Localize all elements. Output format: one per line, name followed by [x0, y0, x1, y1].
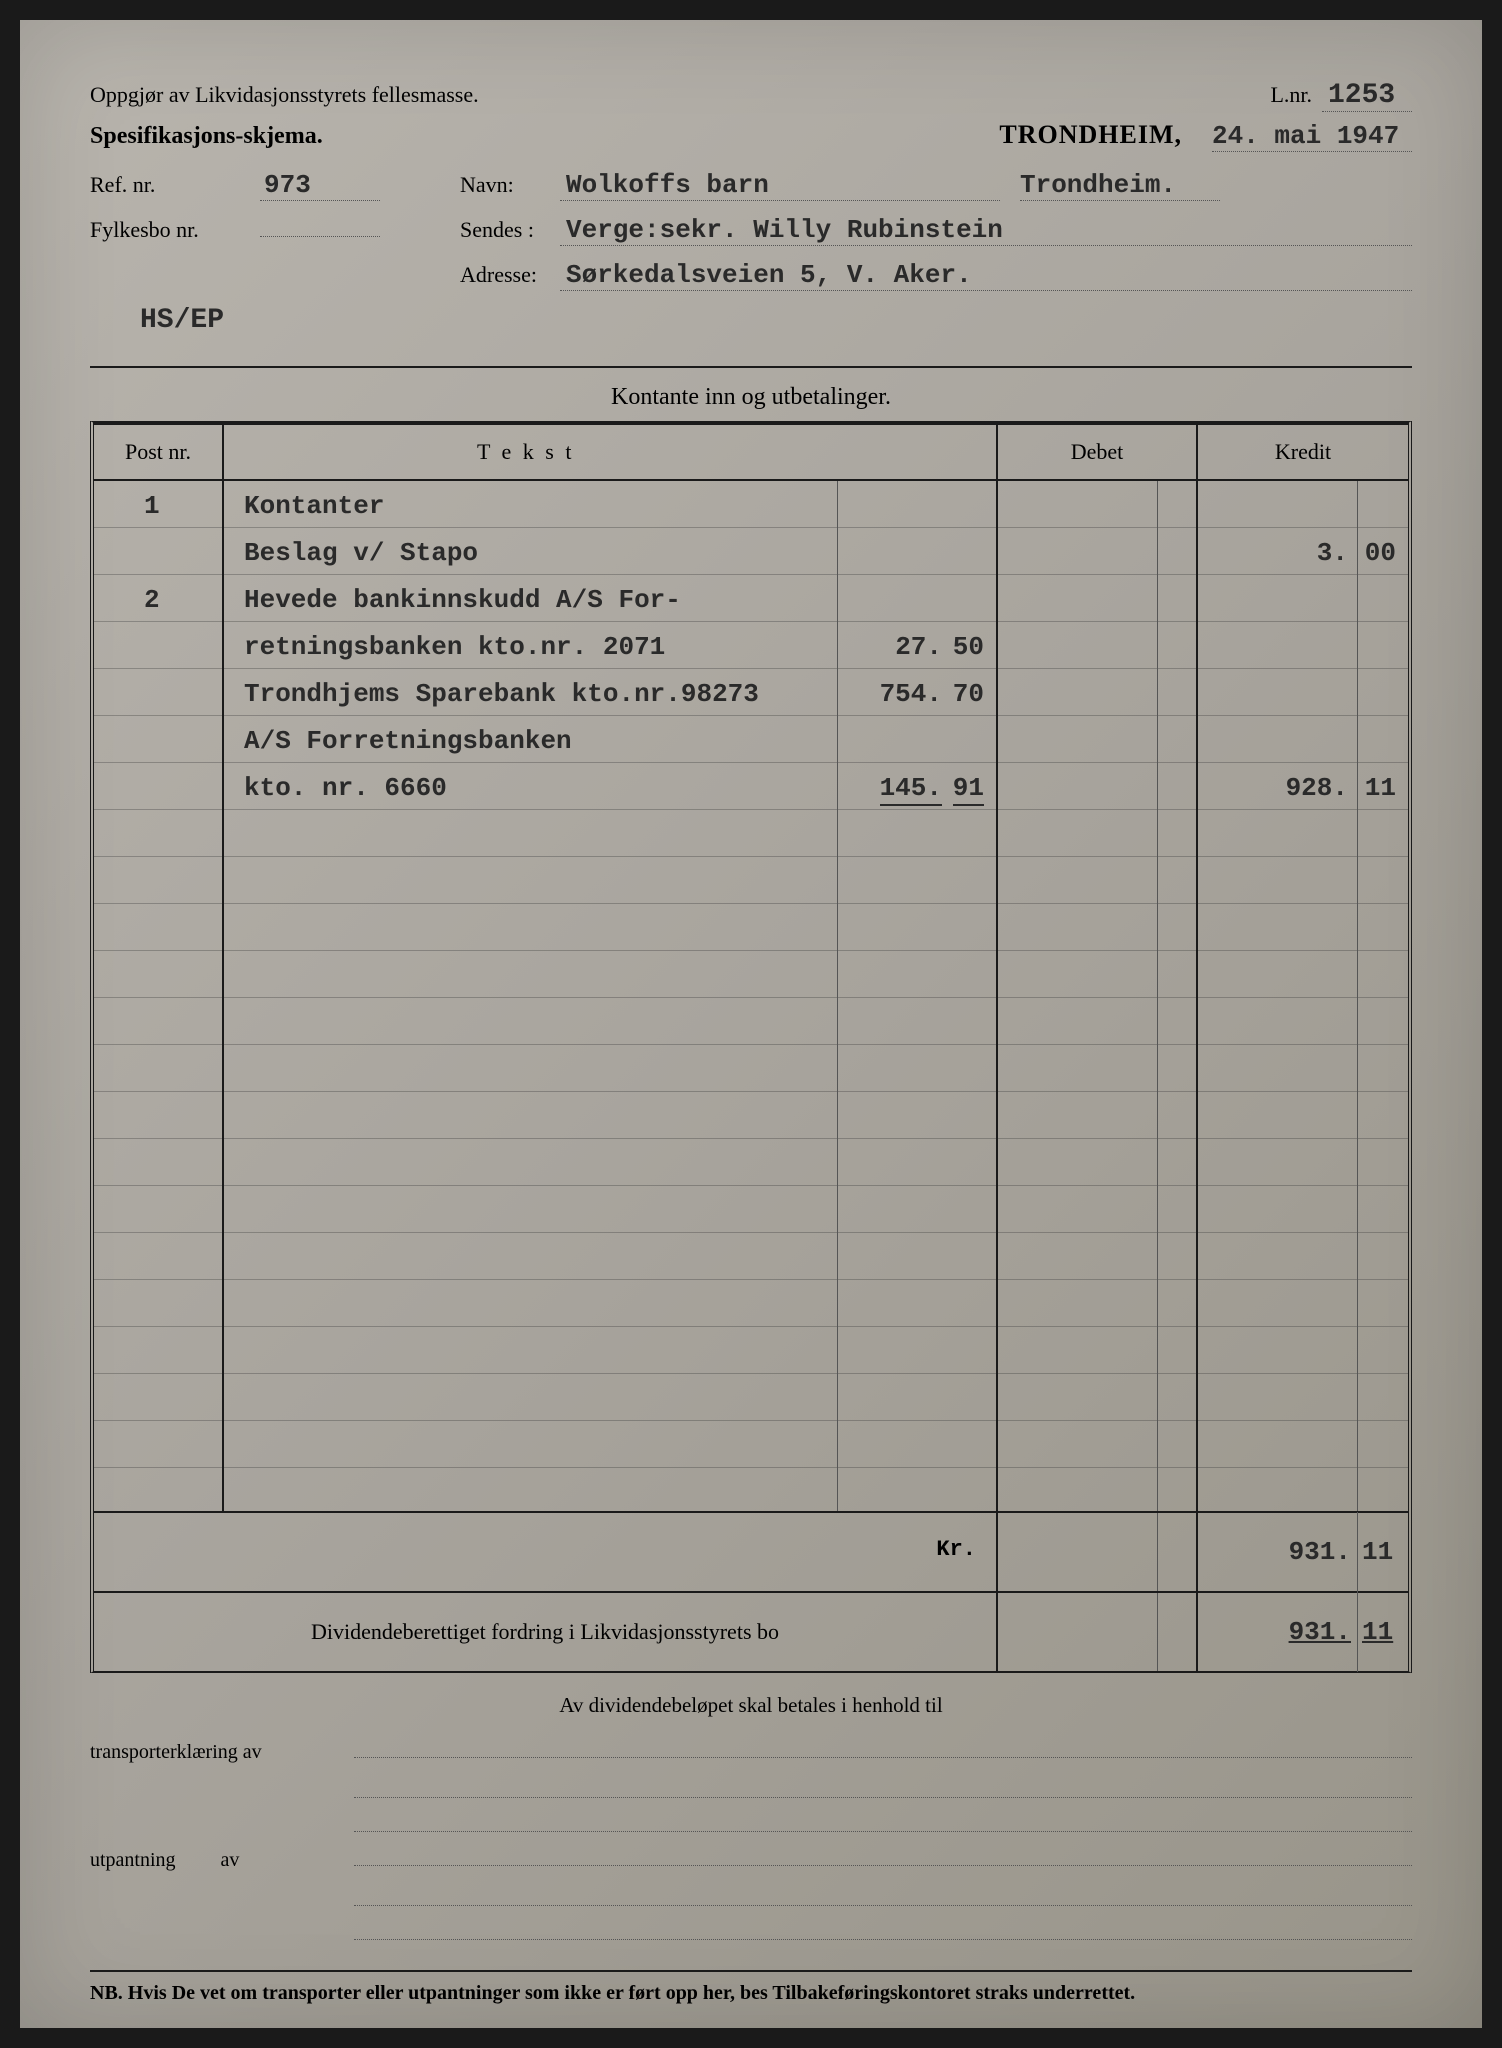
navn-value: Wolkoffs barn — [560, 170, 1000, 201]
col-tekst-label: T e k s t — [477, 439, 574, 464]
navn-city: Trondheim. — [1020, 170, 1220, 201]
foot-kredit-2: 931. 11 — [1198, 1593, 1408, 1671]
entry-kredit7-int: 928. — [1286, 773, 1348, 803]
ledger-table: Post nr. T e k s t Debet Kredit 1 Kontan… — [90, 421, 1412, 1673]
header: Oppgjør av Likvidasjonsstyrets fellesmas… — [90, 80, 1412, 152]
body-col-kredit — [1198, 481, 1358, 1511]
transport-row-3 — [90, 1810, 1412, 1832]
document-page: Oppgjør av Likvidasjonsstyrets fellesmas… — [20, 20, 1482, 2028]
entry-kredit1-dec: 00 — [1365, 538, 1396, 568]
nb-line: NB. Hvis De vet om transporter eller utp… — [90, 1970, 1412, 2005]
ledger-footer-dividend: Dividendeberettiget fordring i Likvidasj… — [94, 1591, 1408, 1671]
dotted-line — [354, 1810, 1412, 1832]
nb-text: Hvis De vet om transporter eller utpantn… — [128, 1982, 1135, 2004]
entry-amt5-int: 754. — [880, 679, 942, 709]
fylkesbo-value — [260, 236, 380, 237]
dotted-line — [354, 1776, 1412, 1798]
transport-row-1: transporterklæring av — [90, 1736, 1412, 1764]
transport-label: transporterklæring av — [90, 1741, 340, 1764]
adresse-label: Adresse: — [460, 262, 560, 288]
city-date: TRONDHEIM, 24. mai 1947 — [999, 120, 1412, 152]
adresse-value: Sørkedalsveien 5, V. Aker. — [560, 260, 1412, 291]
entry-line-2: Beslag v/ Stapo — [244, 538, 478, 568]
foot-div-dec: 11 — [1358, 1592, 1408, 1672]
fylkesbo-label: Fylkesbo nr. — [90, 217, 260, 243]
entry-line-4: retningsbanken kto.nr. 2071 — [244, 632, 665, 662]
lnr-group: L.nr. 1253 — [1270, 80, 1412, 112]
sendes-value: Verge:sekr. Willy Rubinstein — [560, 215, 1412, 246]
bottom-section: Av dividendebeløpet skal betales i henho… — [90, 1693, 1412, 2005]
entry-amt7-dec: 91 — [953, 773, 984, 806]
header-line-1: Oppgjør av Likvidasjonsstyrets fellesmas… — [90, 80, 1412, 112]
ref-label: Ref. nr. — [90, 172, 260, 198]
entry-line-7: kto. nr. 6660 — [244, 773, 447, 803]
ledger-header: Post nr. T e k s t Debet Kredit — [94, 423, 1408, 481]
header-line-2: Spesifikasjons-skjema. TRONDHEIM, 24. ma… — [90, 120, 1412, 152]
entry-amt4-dec: 50 — [953, 632, 984, 662]
entry-line-6: A/S Forretningsbanken — [244, 726, 572, 756]
col-post: Post nr. — [94, 425, 224, 479]
transport-row-2 — [90, 1776, 1412, 1798]
utpantning-label: utpantning av — [90, 1849, 340, 1872]
foot-dividend-label: Dividendeberettiget fordring i Likvidasj… — [94, 1593, 998, 1671]
section-title: Kontante inn og utbetalinger. — [90, 366, 1412, 411]
ledger-footer-kr: Kr. 931. 11 — [94, 1511, 1408, 1591]
ledger-body: 1 Kontanter Beslag v/ Stapo 3. 00 2 Heve… — [94, 481, 1408, 1511]
entry-post-1: 1 — [144, 491, 160, 521]
body-col-debet — [998, 481, 1158, 1511]
foot-debet-2 — [998, 1593, 1198, 1671]
utpantning-row-2 — [90, 1884, 1412, 1906]
entry-amt4-int: 27. — [895, 632, 942, 662]
body-col-kredit-dec — [1358, 481, 1408, 1511]
col-tekst: T e k s t — [224, 425, 998, 479]
sendes-label: Sendes : — [460, 217, 560, 243]
entry-amt5-dec: 70 — [953, 679, 984, 709]
title-spesifikasjon: Spesifikasjons-skjema. — [90, 123, 323, 150]
body-col-debet-dec — [1158, 481, 1198, 1511]
city-label: TRONDHEIM, — [999, 120, 1182, 150]
lnr-value: 1253 — [1322, 80, 1412, 112]
body-col-post — [94, 481, 224, 1511]
foot-sum-int: 931. — [1198, 1512, 1358, 1592]
foot-div-int: 931. — [1198, 1592, 1358, 1672]
field-rows: Ref. nr. 973 Navn: Wolkoffs barn Trondhe… — [90, 170, 1412, 336]
ref-value: 973 — [260, 170, 380, 201]
entry-line-3: Hevede bankinnskudd A/S For- — [244, 585, 681, 615]
row-ref-navn: Ref. nr. 973 Navn: Wolkoffs barn Trondhe… — [90, 170, 1412, 201]
col-debet: Debet — [998, 425, 1198, 479]
utpantning-row-3 — [90, 1918, 1412, 1940]
date-value: 24. mai 1947 — [1212, 121, 1412, 152]
initials: HS/EP — [140, 305, 1412, 336]
entry-kredit1-int: 3. — [1317, 538, 1348, 568]
foot-sum-dec: 11 — [1358, 1512, 1408, 1592]
entry-amt7-int: 145. — [880, 773, 942, 806]
dotted-line — [354, 1844, 1412, 1866]
entry-line-1: Kontanter — [244, 491, 384, 521]
foot-debet-1 — [998, 1513, 1198, 1591]
col-kredit: Kredit — [1198, 425, 1408, 479]
entry-kredit7-dec: 11 — [1365, 773, 1396, 803]
row-fylkesbo-sendes: Fylkesbo nr. Sendes : Verge:sekr. Willy … — [90, 215, 1412, 246]
nb-prefix: NB. — [90, 1982, 123, 2004]
dotted-line — [354, 1736, 1412, 1758]
foot-kr-label: Kr. — [94, 1513, 998, 1591]
dotted-line — [354, 1918, 1412, 1940]
entry-line-5: Trondhjems Sparebank kto.nr.98273 — [244, 679, 759, 709]
navn-label: Navn: — [460, 172, 560, 198]
lnr-label: L.nr. — [1270, 82, 1312, 108]
utpantning-row-1: utpantning av — [90, 1844, 1412, 1872]
foot-kredit-1: 931. 11 — [1198, 1513, 1408, 1591]
bottom-title: Av dividendebeløpet skal betales i henho… — [90, 1693, 1412, 1718]
title-fellesmasse: Oppgjør av Likvidasjonsstyrets fellesmas… — [90, 82, 479, 108]
row-adresse: Adresse: Sørkedalsveien 5, V. Aker. — [90, 260, 1412, 291]
entry-post-2: 2 — [144, 585, 160, 615]
dotted-line — [354, 1884, 1412, 1906]
